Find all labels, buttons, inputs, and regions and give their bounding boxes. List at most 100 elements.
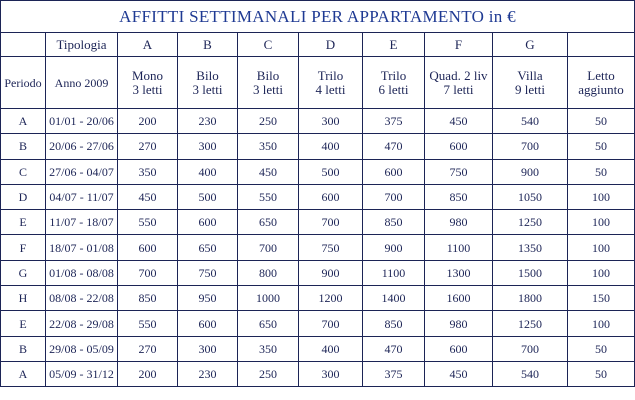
price: 540 [492,107,568,135]
price: 1500 [492,259,568,287]
price: 650 [237,310,299,337]
rent-table: AFFITTI SETTIMANALI PER APPARTAMENTO in … [0,0,635,388]
price: 100 [566,183,635,211]
type-description: Mono 3 letti [117,56,178,109]
price: 1250 [492,310,568,337]
price: 550 [237,183,299,211]
price: 600 [362,158,425,185]
period-dates: 04/07 - 11/07 [45,183,118,211]
price: 50 [566,133,635,160]
period-dates: 05/09 - 31/12 [45,360,118,388]
table-row: B 29/08 - 05/09 270 300 350 400 470 600 700 50 [0,335,635,362]
table-row: D 04/07 - 11/07 450 500 550 600 700 850 1050 100 [0,183,635,211]
price: 700 [237,234,299,261]
type-letter: G [492,32,568,57]
price: 100 [566,209,635,236]
price: 540 [492,360,568,388]
price: 100 [566,259,635,287]
price: 1100 [362,259,425,287]
period-dates: 18/07 - 01/08 [45,234,118,261]
price: 375 [362,360,425,388]
type-description: Bilo 3 letti [177,56,238,109]
period-dates: 27/06 - 04/07 [45,158,118,185]
price: 800 [237,259,299,287]
price: 470 [362,335,425,362]
price: 850 [362,310,425,337]
price: 850 [117,285,178,312]
price: 850 [424,183,493,211]
price: 400 [177,158,238,185]
period-code: C [0,158,46,185]
price: 450 [424,107,493,135]
type-description: Bilo 3 letti [237,56,299,109]
price: 50 [566,158,635,185]
price: 1350 [492,234,568,261]
period-code: G [0,259,46,287]
price: 400 [298,335,363,362]
price: 850 [362,209,425,236]
price: 900 [362,234,425,261]
price: 300 [298,107,363,135]
type-description: Villa 9 letti [492,56,568,109]
empty-cell [566,32,635,57]
price: 600 [177,310,238,337]
period-dates: 01/01 - 20/06 [45,107,118,135]
price: 270 [117,335,178,362]
price: 550 [117,310,178,337]
price: 1000 [237,285,299,312]
period-dates: 01/08 - 08/08 [45,259,118,287]
empty-cell [0,32,46,57]
price: 470 [362,133,425,160]
price: 300 [177,133,238,160]
type-letter: D [298,32,363,57]
period-dates: 29/08 - 05/09 [45,335,118,362]
price: 600 [424,335,493,362]
price: 600 [424,133,493,160]
price: 375 [362,107,425,135]
price: 600 [177,209,238,236]
price: 1400 [362,285,425,312]
period-code: B [0,335,46,362]
period-dates: 20/06 - 27/06 [45,133,118,160]
price: 600 [298,183,363,211]
table-row: Tipologia A B C D E F G [0,32,635,57]
price: 300 [298,360,363,388]
price: 1600 [424,285,493,312]
price: 270 [117,133,178,160]
period-code: D [0,183,46,211]
price: 450 [424,360,493,388]
price: 450 [117,183,178,211]
price: 50 [566,360,635,388]
price: 50 [566,107,635,135]
price: 700 [362,183,425,211]
price: 1250 [492,209,568,236]
table-row: A 01/01 - 20/06 200 230 250 300 375 450 540 50 [0,107,635,135]
price: 1200 [298,285,363,312]
type-letter: F [424,32,493,57]
price: 650 [177,234,238,261]
price: 700 [492,133,568,160]
period-code: A [0,360,46,388]
table-row: F 18/07 - 01/08 600 650 700 750 900 1100 1350 100 [0,234,635,261]
table-row: H 08/08 - 22/08 850 950 1000 1200 1400 1600 1800… [0,285,635,312]
price: 750 [424,158,493,185]
price: 700 [298,310,363,337]
price: 200 [117,360,178,388]
type-letter: C [237,32,299,57]
period-dates: 11/07 - 18/07 [45,209,118,236]
price: 600 [117,234,178,261]
table-row: E 11/07 - 18/07 550 600 650 700 850 980 1250 100 [0,209,635,236]
price: 700 [298,209,363,236]
period-code: A [0,107,46,135]
price: 200 [117,107,178,135]
price: 150 [566,285,635,312]
price: 750 [298,234,363,261]
type-description: Quad. 2 liv 7 letti [424,56,493,109]
price: 350 [237,133,299,160]
price: 350 [237,335,299,362]
table-row: Periodo Anno 2009 Mono 3 letti Bilo 3 letti… [0,56,635,109]
table-row: E 22/08 - 29/08 550 600 650 700 850 980 1250 100 [0,310,635,337]
table-row: B 20/06 - 27/06 270 300 350 400 470 600 700 50 [0,133,635,160]
price: 300 [177,335,238,362]
